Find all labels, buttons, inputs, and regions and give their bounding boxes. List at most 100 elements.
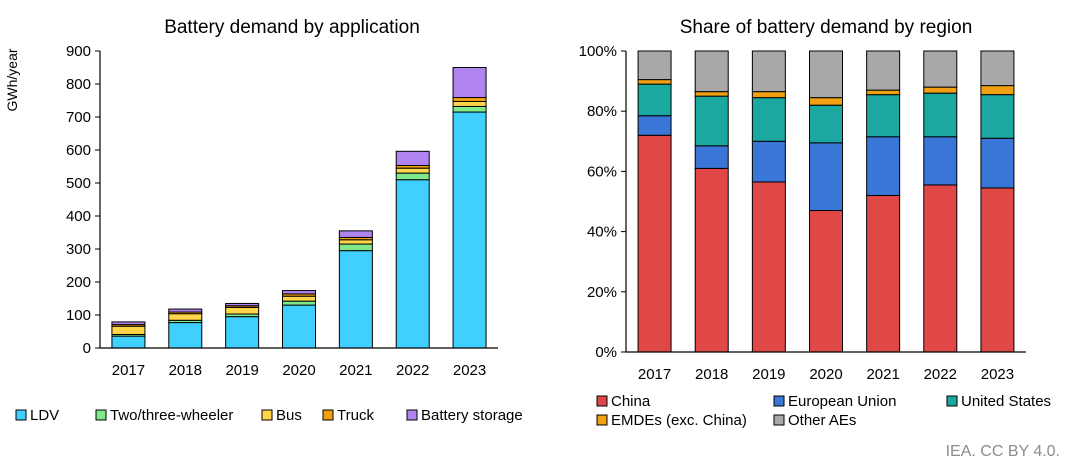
legend-label: Truck [337, 407, 374, 424]
y-tick-label: 900 [66, 43, 91, 60]
bar-segment [452, 97, 487, 102]
bar-segment [751, 91, 786, 99]
legend-label: China [611, 393, 651, 410]
legend-swatch [261, 409, 273, 421]
credit-text: IEA. CC BY 4.0. [946, 443, 1060, 460]
bar-segment [395, 167, 430, 174]
bar-segment [111, 335, 146, 349]
bar-segment [637, 79, 672, 85]
x-tick-label: 2022 [396, 362, 429, 379]
bar-segment [637, 115, 672, 136]
x-tick-label: 2018 [695, 366, 728, 383]
legend-label: United States [961, 393, 1051, 410]
legend-swatch [15, 409, 27, 421]
y-tick-label: 20% [587, 284, 617, 301]
legend-label: Two/three-wheeler [110, 407, 233, 424]
x-tick-label: 2020 [282, 362, 315, 379]
bar-segment [282, 300, 316, 306]
x-tick-label: 2022 [924, 366, 957, 383]
bar-segment [809, 97, 843, 106]
bar-segment [809, 104, 843, 144]
left-chart-y-axis-label: GWh/year [4, 48, 20, 111]
y-tick-label: 0% [595, 344, 617, 361]
y-tick-label: 60% [587, 163, 617, 180]
x-tick-label: 2017 [638, 366, 671, 383]
legend-label: EMDEs (exc. China) [611, 412, 747, 429]
bar-segment [866, 50, 901, 91]
bar-segment [168, 308, 203, 313]
y-tick-label: 400 [66, 208, 91, 225]
bar-segment [751, 181, 786, 353]
legend-label: European Union [788, 393, 896, 410]
right-chart-plot: 0% 20% 40% 60% 80% 100% 2017 2018 2019 2020 2021 20… [579, 43, 1026, 383]
bar-segment [338, 239, 373, 245]
bar-segment [980, 94, 1015, 139]
left-chart-plot: 0 100 200 300 400 500 600 700 800 900 2017 2018 2019… [66, 43, 498, 379]
bar-segment [809, 210, 843, 353]
bar-segment [111, 321, 146, 326]
bar-segment [338, 230, 373, 238]
bar-segment [923, 136, 958, 186]
bar-segment [923, 50, 958, 88]
bar-segment [452, 105, 487, 113]
bar-segment [694, 91, 729, 97]
bar-segment [694, 95, 729, 147]
left-chart-title: Battery demand by application [164, 17, 420, 38]
bar-segment [168, 313, 203, 321]
y-tick-label: 800 [66, 76, 91, 93]
x-tick-label: 2020 [809, 366, 842, 383]
bar-segment [923, 184, 958, 353]
legend-label: Battery storage [421, 407, 523, 424]
left-chart-legend: LDV Two/three-wheeler Bus Truck Battery stor… [15, 407, 523, 424]
legend-swatch [406, 409, 418, 421]
y-tick-label: 500 [66, 175, 91, 192]
legend-label: Other AEs [788, 412, 856, 429]
legend-swatch [773, 395, 785, 407]
bar-segment [980, 187, 1015, 353]
bar-segment [866, 136, 901, 196]
legend-swatch [322, 409, 334, 421]
bar-segment [751, 140, 786, 183]
y-tick-label: 0 [83, 340, 91, 357]
bar-segment [452, 100, 487, 107]
bar-segment [637, 83, 672, 117]
right-chart-legend: China European Union United States EMDEs (e… [596, 393, 1051, 429]
bar-segment [225, 302, 260, 307]
bar-segment [338, 250, 373, 349]
x-tick-label: 2023 [981, 366, 1014, 383]
bar-segment [111, 325, 146, 335]
bar-segment [694, 50, 729, 93]
bar-segment [980, 50, 1015, 87]
bar-segment [866, 194, 901, 353]
bar-segment [694, 167, 729, 353]
bar-segment [809, 142, 843, 212]
bar-segment [395, 150, 430, 167]
legend-swatch [596, 414, 608, 426]
y-tick-label: 200 [66, 274, 91, 291]
bar-segment [637, 50, 672, 81]
legend-swatch [773, 414, 785, 426]
y-tick-label: 80% [587, 103, 617, 120]
legend-swatch [946, 395, 958, 407]
x-tick-label: 2019 [225, 362, 258, 379]
bar-segment [980, 137, 1015, 189]
bar-segment [866, 94, 901, 138]
bar-segment [809, 50, 843, 99]
legend-swatch [596, 395, 608, 407]
y-tick-label: 300 [66, 241, 91, 258]
y-tick-label: 700 [66, 109, 91, 126]
legend-label: LDV [30, 407, 59, 424]
x-tick-label: 2023 [453, 362, 486, 379]
bar-segment [751, 50, 786, 93]
y-tick-label: 600 [66, 142, 91, 159]
x-tick-label: 2017 [112, 362, 145, 379]
y-tick-label: 40% [587, 224, 617, 241]
bar-segment [980, 85, 1015, 96]
x-tick-label: 2018 [169, 362, 202, 379]
bar-segment [923, 86, 958, 94]
bar-segment [452, 67, 487, 99]
bar-segment [338, 243, 373, 252]
bar-segment [395, 179, 430, 349]
y-tick-label: 100% [579, 43, 617, 60]
bar-segment [395, 172, 430, 181]
